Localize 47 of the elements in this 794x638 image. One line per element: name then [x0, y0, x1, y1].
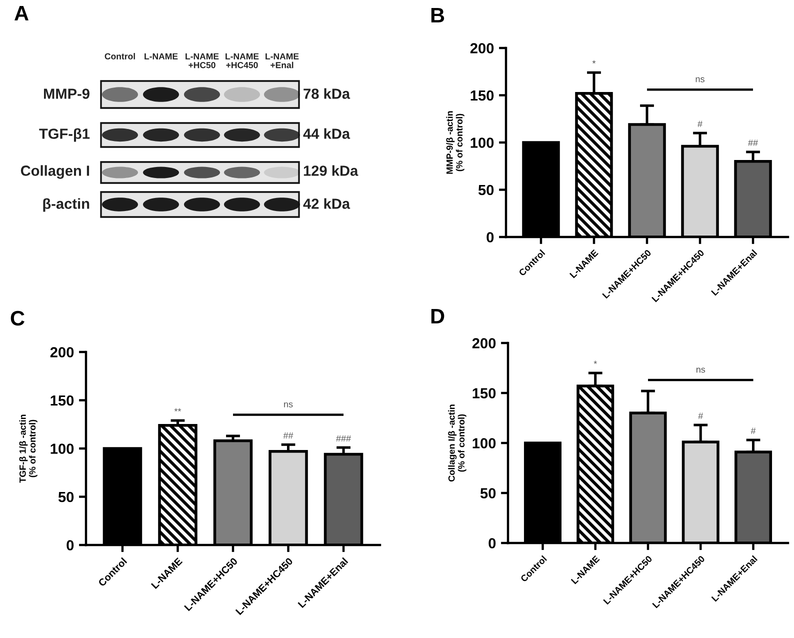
y-tick-label: 100 — [470, 138, 494, 148]
y-tick-label: 0 — [488, 538, 496, 548]
y-tick-label: 150 — [470, 90, 494, 101]
y-tick-label: 100 — [50, 444, 74, 454]
annotation: ** — [174, 408, 182, 412]
y-tick-label: 100 — [472, 438, 496, 448]
y-tick-label: 200 — [472, 338, 496, 348]
text: L-NAME +HC450 — [226, 53, 259, 68]
text: MMP-9 — [44, 88, 90, 99]
chart-title: C — [10, 310, 24, 326]
text: β-actin — [43, 198, 90, 212]
chart-title: B — [431, 8, 444, 22]
y-tick-label: 0 — [66, 540, 74, 550]
annotation: ns — [696, 77, 704, 82]
y-axis-title: Collagen I/β -actin (% of control) — [448, 404, 466, 482]
annotation: * — [592, 60, 596, 64]
text: 44 kDa — [303, 128, 350, 139]
y-tick-label: 200 — [470, 43, 494, 54]
text: L-NAME +Enal — [266, 53, 299, 68]
y-tick-label: 200 — [50, 347, 74, 358]
chart-title: D — [431, 309, 444, 324]
y-tick-label: 0 — [486, 232, 494, 242]
annotation: ns — [696, 368, 706, 373]
y-tick-label: 50 — [480, 488, 496, 498]
annotation: ns — [284, 402, 293, 408]
text: A — [14, 6, 28, 20]
text: L-NAME — [144, 53, 178, 60]
text: 78 kDa — [304, 88, 350, 99]
text: Control — [104, 53, 135, 60]
text: 129 kDa — [304, 165, 358, 176]
y-axis-title: TGF-β 1/β -actin (% of control) — [19, 414, 38, 483]
y-tick-label: 150 — [472, 388, 496, 398]
annotation: ## — [283, 432, 294, 439]
y-tick-label: 50 — [478, 184, 494, 196]
text: 42 kDa — [303, 198, 350, 209]
text: L-NAME +HC50 — [186, 53, 219, 68]
annotation: # — [698, 412, 704, 419]
annotation: # — [698, 120, 702, 128]
annotation: ## — [748, 140, 758, 146]
annotation: ### — [336, 435, 352, 442]
text: Collagen I — [20, 165, 90, 179]
text: TGF-β1 — [39, 128, 90, 142]
annotation: # — [750, 428, 756, 434]
y-axis-title: MMP-9/β -actin (% of control) — [446, 111, 464, 174]
y-tick-label: 50 — [58, 492, 74, 502]
y-tick-label: 150 — [50, 395, 74, 406]
annotation: * — [594, 360, 597, 364]
